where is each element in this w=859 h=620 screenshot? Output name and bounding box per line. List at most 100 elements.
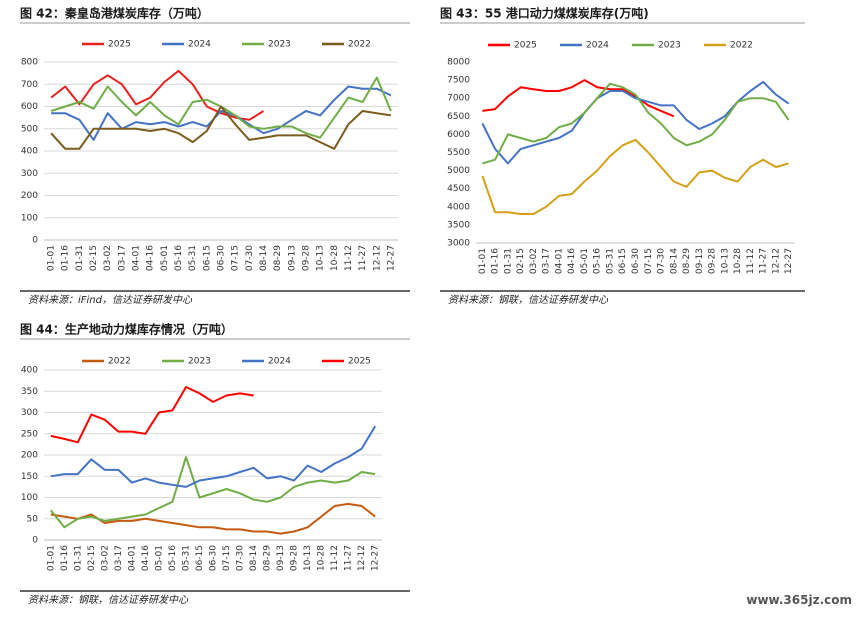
legend-label: 2022 — [730, 41, 753, 51]
x-tick-label: 11-12 — [344, 245, 354, 271]
legend-label: 2023 — [188, 357, 211, 367]
y-tick-label: 3500 — [447, 220, 470, 230]
x-tick-label: 06-15 — [202, 245, 212, 271]
x-tick-label: 05-01 — [580, 248, 590, 274]
x-tick-label: 03-17 — [114, 545, 124, 571]
y-tick-label: 4000 — [447, 202, 470, 212]
legend-label: 2024 — [268, 357, 291, 367]
x-tick-label: 05-31 — [188, 245, 198, 271]
x-tick-label: 05-16 — [168, 545, 178, 571]
x-tick-label: 04-01 — [132, 245, 142, 271]
series-line — [50, 425, 377, 488]
legend-label: 2022 — [108, 357, 131, 367]
x-tick-label: 07-15 — [222, 545, 232, 571]
x-tick-label: 08-14 — [259, 245, 269, 271]
x-tick-label: 09-28 — [708, 248, 718, 274]
series-line — [50, 386, 254, 444]
y-tick-label: 100 — [21, 213, 38, 223]
y-tick-label: 4500 — [447, 184, 470, 194]
legend-label: 2023 — [268, 40, 291, 50]
y-tick-label: 100 — [21, 493, 38, 503]
chart-title: 图 44：生产地动力煤库存情况（万吨） — [20, 322, 233, 337]
x-tick-label: 11-27 — [759, 248, 769, 274]
x-tick-label: 05-16 — [593, 248, 603, 274]
y-tick-label: 200 — [21, 451, 38, 461]
x-tick-label: 05-16 — [174, 245, 184, 271]
x-tick-label: 10-13 — [720, 248, 730, 274]
x-tick-label: 03-02 — [103, 245, 113, 271]
y-tick-label: 8000 — [447, 58, 470, 68]
x-tick-label: 12-27 — [784, 248, 794, 274]
chart-title: 图 42：秦皇岛港煤炭库存（万吨） — [20, 6, 209, 21]
series-line — [51, 85, 392, 141]
x-tick-label: 05-01 — [154, 545, 164, 571]
x-tick-label: 02-15 — [89, 245, 99, 271]
legend-label: 2025 — [514, 41, 537, 51]
y-tick-label: 0 — [32, 236, 38, 246]
y-tick-label: 6500 — [447, 112, 470, 122]
x-tick-label: 03-02 — [100, 545, 110, 571]
y-tick-label: 5000 — [447, 166, 470, 176]
y-tick-label: 350 — [21, 387, 38, 397]
watermark: www.365jz.com — [746, 593, 852, 607]
x-tick-label: 10-13 — [303, 545, 313, 571]
y-tick-label: 400 — [21, 147, 38, 157]
x-tick-label: 07-30 — [245, 245, 255, 271]
x-tick-label: 01-01 — [478, 248, 488, 274]
series-line — [50, 105, 392, 150]
y-tick-label: 400 — [21, 366, 38, 376]
y-tick-label: 700 — [21, 80, 38, 90]
x-tick-label: 01-31 — [503, 248, 513, 274]
x-tick-label: 05-01 — [160, 245, 170, 271]
x-tick-label: 09-13 — [287, 245, 297, 271]
x-tick-label: 09-28 — [301, 245, 311, 271]
legend-label: 2023 — [658, 41, 681, 51]
y-tick-label: 300 — [21, 169, 38, 179]
x-tick-label: 08-29 — [273, 245, 283, 271]
x-tick-label: 12-12 — [771, 248, 781, 274]
legend-label: 2024 — [188, 40, 211, 50]
y-tick-label: 50 — [27, 514, 39, 524]
y-tick-label: 300 — [21, 408, 38, 418]
x-tick-label: 03-17 — [542, 248, 552, 274]
legend-label: 2025 — [348, 357, 371, 367]
x-tick-label: 05-31 — [605, 248, 615, 274]
y-tick-label: 7000 — [447, 94, 470, 104]
x-tick-label: 08-14 — [669, 248, 679, 274]
x-tick-label: 09-28 — [290, 545, 300, 571]
x-tick-label: 01-16 — [491, 248, 501, 274]
x-tick-label: 11-12 — [330, 545, 340, 571]
y-tick-label: 150 — [21, 472, 38, 482]
x-tick-label: 01-16 — [61, 245, 71, 271]
legend-label: 2024 — [586, 41, 609, 51]
source-note: 资料来源：钢联，信达证券研发中心 — [28, 594, 189, 606]
source-note: 资料来源：钢联，信达证券研发中心 — [448, 294, 609, 306]
y-tick-label: 200 — [21, 191, 38, 201]
x-tick-label: 04-16 — [146, 245, 156, 271]
source-note: 资料来源：iFind，信达证券研发中心 — [28, 294, 193, 306]
x-tick-label: 11-27 — [358, 245, 368, 271]
y-tick-label: 3000 — [447, 239, 470, 249]
x-tick-label: 05-31 — [181, 545, 191, 571]
y-tick-label: 6000 — [447, 130, 470, 140]
x-tick-label: 08-14 — [249, 545, 259, 571]
x-tick-label: 10-28 — [317, 545, 327, 571]
x-tick-label: 01-31 — [75, 245, 85, 271]
x-tick-label: 04-01 — [554, 248, 564, 274]
x-tick-label: 01-31 — [73, 545, 83, 571]
x-tick-label: 07-15 — [644, 248, 654, 274]
y-tick-label: 7500 — [447, 76, 470, 86]
x-tick-label: 07-15 — [231, 245, 241, 271]
x-tick-label: 07-30 — [236, 545, 246, 571]
series-line — [50, 502, 376, 535]
x-tick-label: 12-27 — [386, 245, 396, 271]
x-tick-label: 06-30 — [217, 245, 227, 271]
legend-label: 2022 — [348, 40, 371, 50]
x-tick-label: 06-30 — [209, 545, 219, 571]
x-tick-label: 01-01 — [47, 245, 57, 271]
x-tick-label: 08-29 — [682, 248, 692, 274]
x-tick-label: 02-15 — [516, 248, 526, 274]
x-tick-label: 03-17 — [117, 245, 127, 271]
y-tick-label: 5500 — [447, 148, 470, 158]
